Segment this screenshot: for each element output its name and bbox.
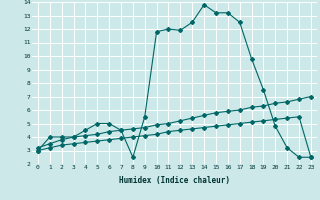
X-axis label: Humidex (Indice chaleur): Humidex (Indice chaleur): [119, 176, 230, 185]
